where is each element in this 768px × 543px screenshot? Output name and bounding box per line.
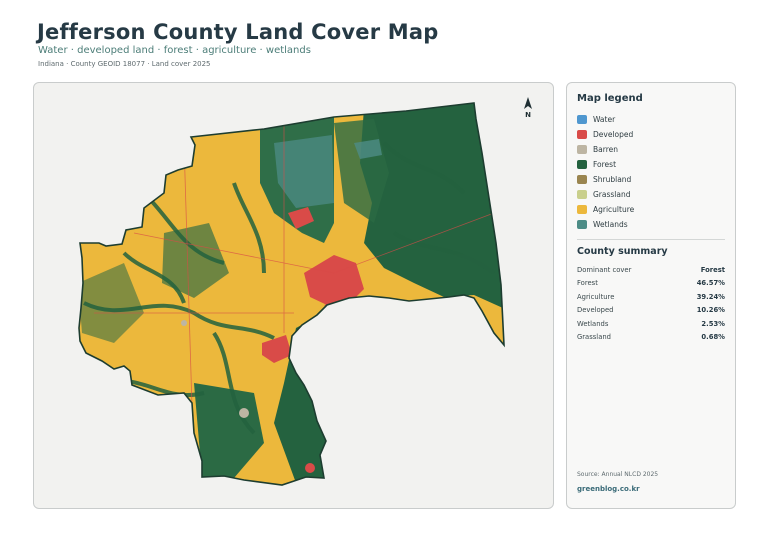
summary-value: 10.26% <box>696 306 725 315</box>
summary-title: County summary <box>577 246 668 257</box>
summary-row: Wetlands 2.53% <box>577 317 725 331</box>
legend-item-agriculture: Agriculture <box>577 202 634 217</box>
summary-row: Developed 10.26% <box>577 304 725 318</box>
legend-item-wetlands: Wetlands <box>577 217 634 232</box>
legend-label: Agriculture <box>593 205 635 214</box>
summary-value: 39.24% <box>696 292 725 301</box>
summary-key: Grassland <box>577 333 611 342</box>
legend-swatch <box>577 205 587 214</box>
legend-swatch <box>577 175 587 184</box>
map-subtitle: Water · developed land · forest · agricu… <box>38 45 311 56</box>
north-label: N <box>525 111 531 119</box>
legend-swatch <box>577 130 587 139</box>
summary-row: Dominant cover Forest <box>577 263 725 277</box>
legend-swatch <box>577 115 587 124</box>
legend-divider <box>577 239 725 240</box>
summary-key: Agriculture <box>577 292 615 301</box>
legend-item-shrubland: Shrubland <box>577 172 634 187</box>
legend-swatch <box>577 220 587 229</box>
legend-list: Water Developed Barren Forest Shrubland Grass… <box>577 112 634 232</box>
summary-value: 2.53% <box>701 319 725 328</box>
summary-key: Wetlands <box>577 319 609 328</box>
north-arrow-icon <box>524 97 532 109</box>
legend-item-grassland: Grassland <box>577 187 634 202</box>
source-note: Source: Annual NLCD 2025 <box>577 471 659 478</box>
map-title: Jefferson County Land Cover Map <box>37 20 439 44</box>
land-cover-layer <box>79 103 504 485</box>
legend-item-water: Water <box>577 112 634 127</box>
summary-row: Forest 46.57% <box>577 277 725 291</box>
summary-row: Grassland 0.68% <box>577 331 725 345</box>
county-map <box>78 102 505 486</box>
legend-label: Grassland <box>593 190 631 199</box>
legend-panel: Map legend Water Developed Barren Forest Shr… <box>566 82 736 509</box>
legend-item-developed: Developed <box>577 127 634 142</box>
legend-swatch <box>577 190 587 199</box>
legend-label: Forest <box>593 160 617 169</box>
summary-value: 46.57% <box>696 279 725 288</box>
map-meta: Indiana · County GEOID 18077 · Land cove… <box>38 60 211 68</box>
north-arrow: N <box>517 96 539 119</box>
legend-item-barren: Barren <box>577 142 634 157</box>
legend-item-forest: Forest <box>577 157 634 172</box>
summary-key: Dominant cover <box>577 265 632 274</box>
legend-swatch <box>577 145 587 154</box>
legend-label: Shrubland <box>593 175 632 184</box>
summary-value: 0.68% <box>701 333 725 342</box>
summary-value: Forest <box>700 265 725 274</box>
map-panel[interactable] <box>33 82 554 509</box>
legend-label: Developed <box>593 130 634 139</box>
summary-table: Dominant cover Forest Forest 46.57% Agricult… <box>577 263 725 344</box>
legend-title: Map legend <box>577 93 643 104</box>
legend-label: Barren <box>593 145 618 154</box>
legend-swatch <box>577 160 587 169</box>
summary-row: Agriculture 39.24% <box>577 290 725 304</box>
legend-label: Water <box>593 115 616 124</box>
site-link[interactable]: greenblog.co.kr <box>577 485 640 493</box>
summary-key: Forest <box>577 279 598 288</box>
legend-label: Wetlands <box>593 220 628 229</box>
summary-key: Developed <box>577 306 614 315</box>
